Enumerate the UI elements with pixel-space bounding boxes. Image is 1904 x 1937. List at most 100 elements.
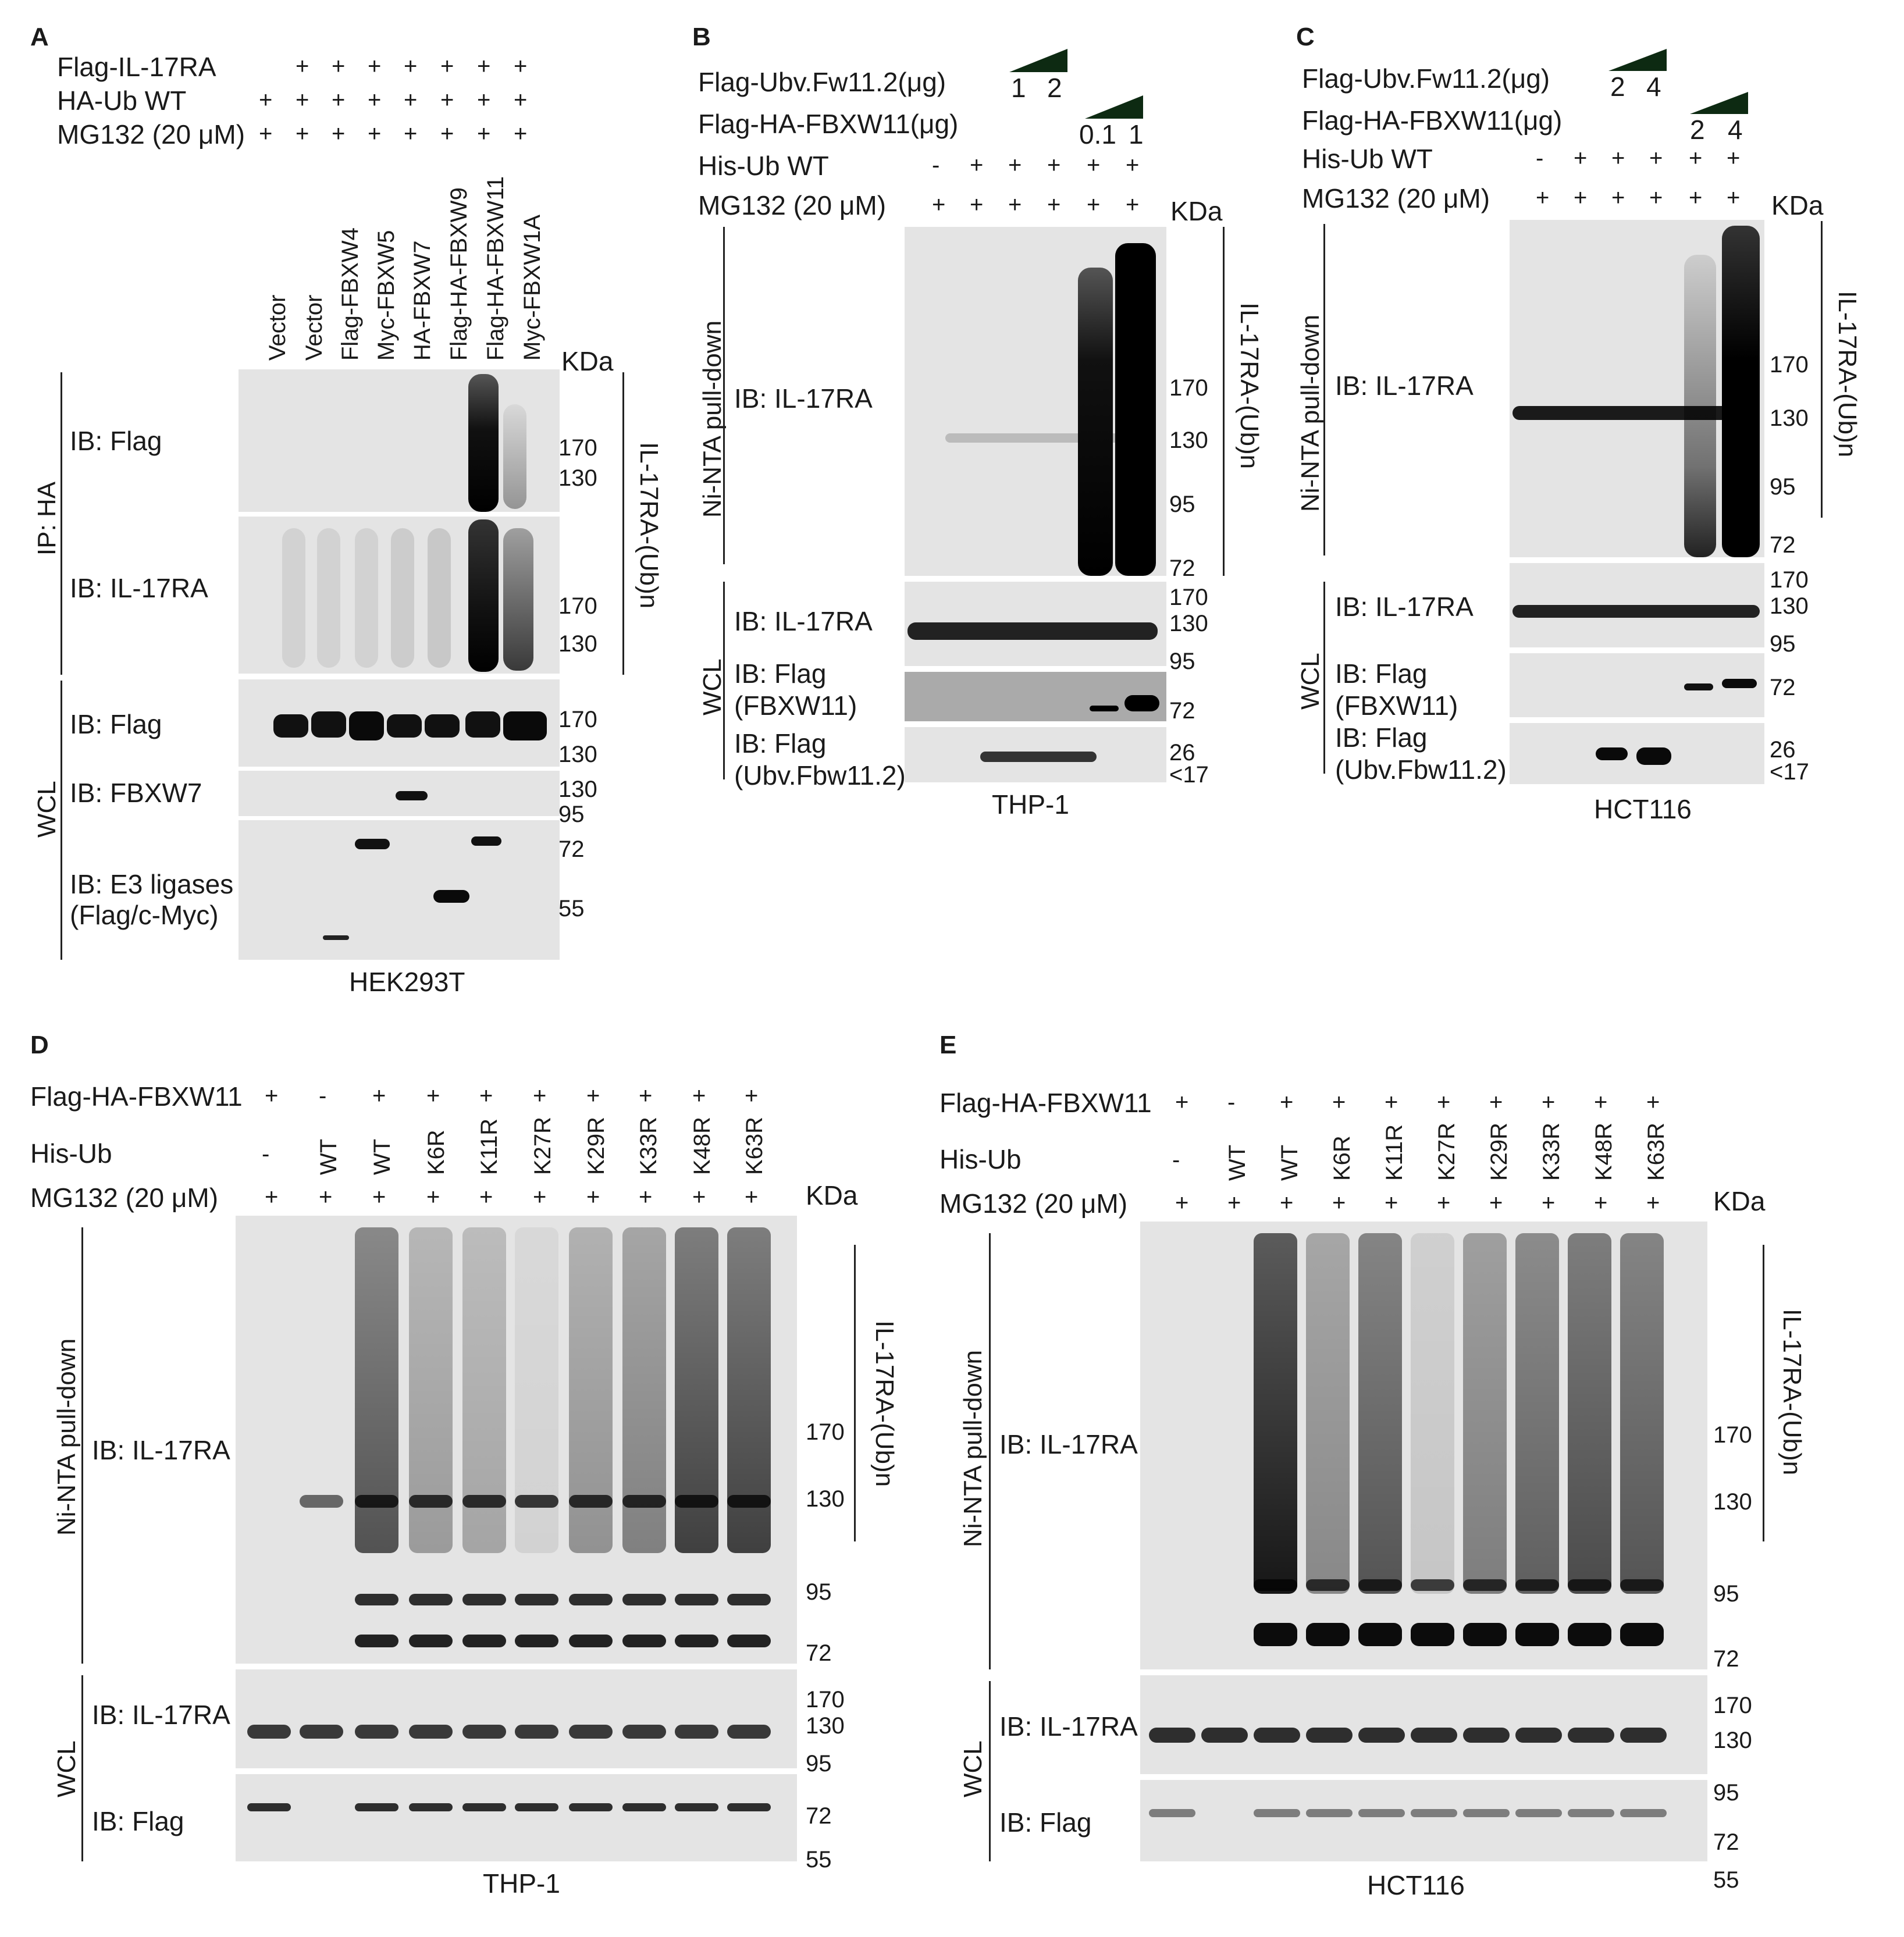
- lane-label: Vector: [265, 294, 290, 361]
- band: [1149, 1809, 1195, 1817]
- band: [569, 1495, 613, 1508]
- mg132-mark: +: [1489, 1190, 1503, 1216]
- mw-marker: 130: [558, 777, 597, 802]
- mg132-mark: +: [970, 192, 984, 218]
- his-ub-mark: K63R: [742, 1116, 767, 1175]
- mw-marker: 72: [1770, 532, 1796, 558]
- dose-value: 2: [1690, 115, 1705, 145]
- band: [1463, 1623, 1507, 1646]
- mg132-mark: +: [1087, 192, 1101, 218]
- band: [462, 1495, 506, 1508]
- row-label: MG132 (20 μM): [698, 190, 887, 220]
- his-ub-mark: +: [1047, 152, 1061, 178]
- mg132-mark: +: [479, 1184, 493, 1210]
- fbxw11-mark: +: [1385, 1089, 1398, 1115]
- band: [409, 1803, 453, 1811]
- mw-marker: 170: [1169, 375, 1208, 401]
- blot-wcl-fbxw7: [239, 771, 560, 816]
- band: [1515, 1809, 1562, 1817]
- blot-pulldown-il17ra: [1510, 220, 1764, 557]
- fbxw11-mark: +: [426, 1083, 440, 1109]
- blot-label: IB: FBXW7: [70, 778, 202, 808]
- fbxw11-mark: +: [692, 1083, 706, 1109]
- band: [1149, 1728, 1195, 1743]
- mw-marker: 130: [1713, 1728, 1752, 1753]
- mg132-mark: +: [1280, 1190, 1294, 1216]
- plus-mark: +: [440, 54, 454, 79]
- blot-label: IB: Flag: [1335, 722, 1428, 753]
- blot-label: IB: Flag: [999, 1807, 1092, 1838]
- blot-label: (Ubv.Fbw11.2): [1335, 754, 1507, 785]
- fbxw11-mark: -: [319, 1083, 327, 1109]
- his-ub-mark: K6R: [423, 1130, 449, 1175]
- fbxw11-mark: +: [1646, 1089, 1660, 1115]
- mg132-mark: +: [372, 1184, 386, 1210]
- fbxw11-mark: +: [533, 1083, 547, 1109]
- ub-smear: [1463, 1233, 1507, 1594]
- dose-value: 4: [1728, 115, 1743, 145]
- band: [1515, 1728, 1562, 1743]
- his-ub-mark: +: [1649, 145, 1663, 171]
- his-ub-mark: K48R: [689, 1116, 715, 1175]
- mg132-mark: +: [1574, 185, 1588, 211]
- his-ub-mark: WT: [1225, 1144, 1250, 1181]
- band: [355, 1495, 398, 1508]
- panel-letter: B: [692, 23, 711, 51]
- fbxw11-mark: +: [586, 1083, 600, 1109]
- mw-marker: 170: [1770, 567, 1809, 593]
- band: [1306, 1579, 1350, 1591]
- his-ub-mark: K27R: [1434, 1122, 1460, 1181]
- ub-smear: [1620, 1233, 1664, 1594]
- lane-label: Flag-HA-FBXW11: [483, 176, 508, 361]
- mg132-mark: +: [692, 1184, 706, 1210]
- band: [1568, 1728, 1614, 1743]
- plus-mark: +: [477, 87, 491, 113]
- mw-marker: 72: [558, 836, 585, 862]
- band: [622, 1803, 666, 1811]
- plus-mark: +: [514, 121, 528, 147]
- blot-label: IB: IL-17RA: [92, 1435, 230, 1465]
- blot-pulldown-il17ra: [236, 1216, 797, 1664]
- blot-wcl-fbxw11: [905, 672, 1166, 721]
- mw-marker: 55: [558, 896, 585, 921]
- cell-line-label: THP-1: [992, 789, 1069, 820]
- band: [1411, 1809, 1457, 1817]
- row-label: His-Ub: [939, 1144, 1022, 1174]
- plus-mark: +: [296, 87, 309, 113]
- mg132-mark: +: [586, 1184, 600, 1210]
- band: [355, 1594, 398, 1605]
- his-ub-mark: K11R: [1382, 1124, 1407, 1181]
- band: [569, 1594, 613, 1605]
- mw-marker: 95: [1770, 474, 1796, 500]
- his-ub-mark: WT: [369, 1138, 395, 1175]
- plus-mark: +: [296, 54, 309, 79]
- ub-label: IL-17RA-(Ub)n: [1778, 1309, 1806, 1476]
- band: [462, 1635, 506, 1647]
- band: [1358, 1809, 1405, 1817]
- mw-marker: 95: [1713, 1581, 1739, 1607]
- mg132-mark: +: [1649, 185, 1663, 211]
- mw-marker: 95: [806, 1751, 832, 1776]
- blot-label: IB: IL-17RA: [999, 1429, 1138, 1459]
- row-label: Flag-Ubv.Fw11.2(μg): [698, 67, 946, 97]
- mw-marker: 72: [1169, 556, 1195, 581]
- his-ub-mark: WT: [316, 1138, 341, 1175]
- wcl-label: WCL: [33, 781, 61, 838]
- kda-label: KDa: [1771, 190, 1824, 220]
- band: [1463, 1728, 1510, 1743]
- band: [675, 1725, 718, 1739]
- band: [1411, 1579, 1454, 1591]
- band: [727, 1594, 771, 1605]
- mw-marker: 130: [806, 1713, 845, 1739]
- plus-mark: +: [332, 87, 346, 113]
- mw-marker: 72: [1169, 698, 1195, 724]
- fbxw11-mark: +: [265, 1083, 279, 1109]
- band: [515, 1725, 558, 1739]
- dose-wedge: [1085, 95, 1143, 119]
- panel-letter: D: [30, 1031, 49, 1059]
- ub-smear: [1568, 1233, 1611, 1594]
- mg132-mark: +: [932, 192, 946, 218]
- band: [569, 1635, 613, 1647]
- row-label: Flag-HA-FBXW11(μg): [1302, 105, 1563, 136]
- his-ub-mark: K6R: [1329, 1135, 1355, 1181]
